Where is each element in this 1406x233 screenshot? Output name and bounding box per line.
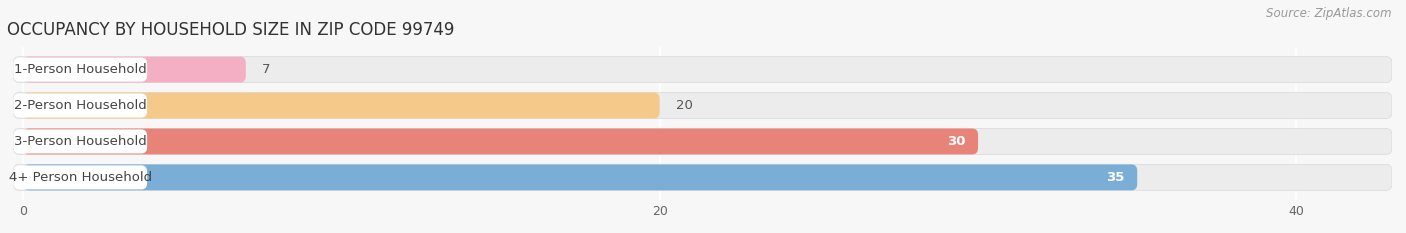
Text: 20: 20 xyxy=(676,99,693,112)
Text: 2-Person Household: 2-Person Household xyxy=(14,99,146,112)
FancyBboxPatch shape xyxy=(22,93,659,118)
FancyBboxPatch shape xyxy=(14,129,1392,154)
FancyBboxPatch shape xyxy=(14,57,1392,82)
Text: 4+ Person Household: 4+ Person Household xyxy=(8,171,152,184)
FancyBboxPatch shape xyxy=(14,58,148,82)
FancyBboxPatch shape xyxy=(14,129,148,154)
Text: 3-Person Household: 3-Person Household xyxy=(14,135,146,148)
FancyBboxPatch shape xyxy=(14,165,148,189)
Text: 30: 30 xyxy=(946,135,966,148)
Text: OCCUPANCY BY HOUSEHOLD SIZE IN ZIP CODE 99749: OCCUPANCY BY HOUSEHOLD SIZE IN ZIP CODE … xyxy=(7,21,454,39)
Text: 35: 35 xyxy=(1107,171,1125,184)
Text: 1-Person Household: 1-Person Household xyxy=(14,63,146,76)
FancyBboxPatch shape xyxy=(14,93,148,118)
FancyBboxPatch shape xyxy=(22,57,246,82)
FancyBboxPatch shape xyxy=(22,129,979,154)
FancyBboxPatch shape xyxy=(14,93,1392,118)
Text: Source: ZipAtlas.com: Source: ZipAtlas.com xyxy=(1267,7,1392,20)
Text: 7: 7 xyxy=(262,63,270,76)
FancyBboxPatch shape xyxy=(14,164,1392,190)
FancyBboxPatch shape xyxy=(22,164,1137,190)
